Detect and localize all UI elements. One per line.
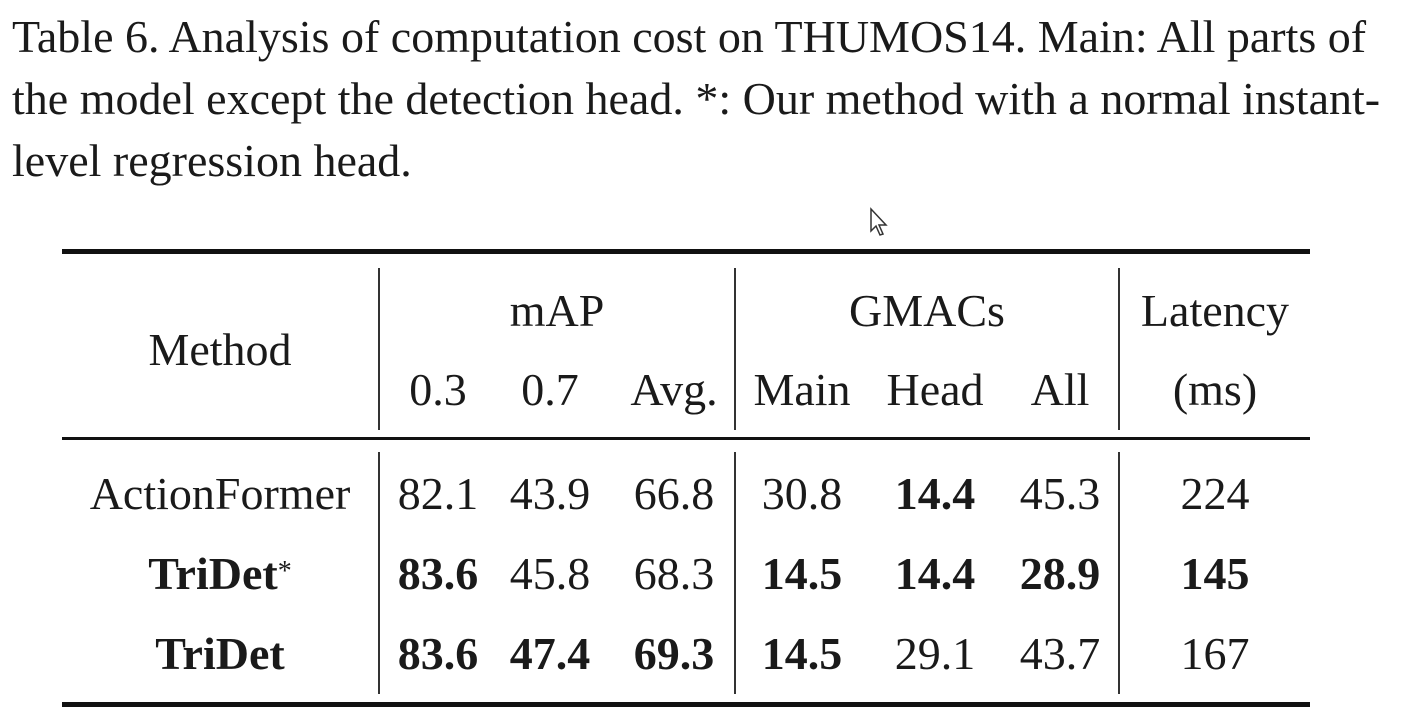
table-cell: 83.6: [397, 548, 479, 599]
table-cell: 66.8: [633, 468, 715, 519]
column-divider: [1118, 452, 1120, 694]
header-sub: Main: [753, 364, 851, 415]
table-cell: 224: [1180, 468, 1250, 519]
column-divider: [734, 268, 736, 430]
table-cell: 145: [1180, 548, 1250, 599]
column-divider: [378, 452, 380, 694]
header-map: mAP: [509, 285, 605, 336]
table-cell: 47.4: [509, 628, 591, 679]
header-latency-unit: (ms): [1172, 364, 1258, 415]
row-method: TriDet*: [70, 546, 370, 602]
header-method: Method: [148, 324, 292, 375]
column-divider: [734, 452, 736, 694]
table-top-rule: [62, 249, 1310, 254]
mouse-cursor-icon: [870, 207, 888, 236]
header-sub: Avg.: [630, 364, 718, 415]
table-cell: 45.8: [509, 548, 591, 599]
header-latency: Latency: [1140, 285, 1290, 336]
column-divider: [1118, 268, 1120, 430]
column-divider: [378, 268, 380, 430]
method-name: TriDet: [155, 628, 285, 679]
row-method: TriDet: [70, 626, 370, 682]
table-cell: 167: [1180, 628, 1250, 679]
table-cell: 14.5: [761, 628, 843, 679]
header-sub: All: [1030, 364, 1090, 415]
method-note-mark: *: [277, 556, 292, 587]
table-cell: 69.3: [633, 628, 715, 679]
table-cell: 83.6: [397, 628, 479, 679]
header-sub: Head: [886, 364, 984, 415]
header-sub: 0.7: [521, 364, 579, 415]
table-cell: 43.7: [1019, 628, 1101, 679]
table-cell: 28.9: [1019, 548, 1101, 599]
header-gmacs: GMACs: [849, 285, 1005, 336]
table-bottom-rule: [62, 702, 1310, 707]
header-sub: 0.3: [409, 364, 467, 415]
table-caption: Table 6. Analysis of computation cost on…: [12, 11, 1381, 186]
method-name: TriDet: [148, 548, 278, 599]
table-cell: 30.8: [761, 468, 843, 519]
row-method: ActionFormer: [70, 466, 370, 522]
table-cell: 45.3: [1019, 468, 1101, 519]
table-mid-rule: [62, 437, 1310, 440]
table-cell: 14.5: [761, 548, 843, 599]
table-cell: 14.4: [894, 468, 976, 519]
table-cell: 14.4: [894, 548, 976, 599]
method-name: ActionFormer: [89, 468, 351, 519]
table-cell: 43.9: [509, 468, 591, 519]
table-cell: 68.3: [633, 548, 715, 599]
table-cell: 29.1: [894, 628, 976, 679]
table-cell: 82.1: [397, 468, 479, 519]
